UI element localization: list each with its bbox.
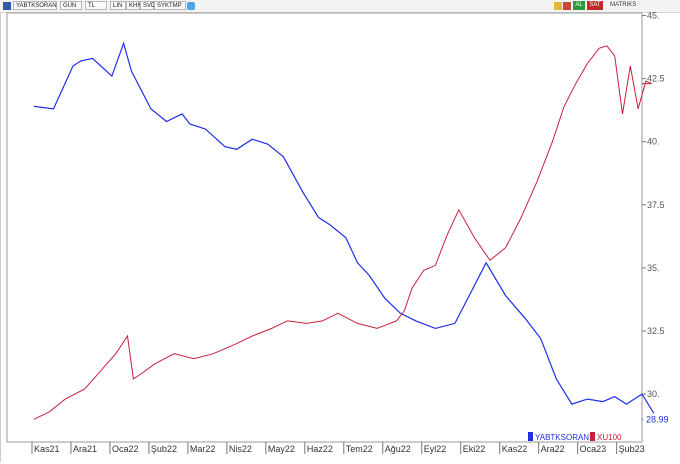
- lines-icon[interactable]: [563, 2, 571, 10]
- x-tick-label: Şub23: [619, 444, 645, 454]
- y-tick-label: 32.5: [647, 326, 665, 336]
- x-tick-label: Tem22: [346, 444, 373, 454]
- x-tick-label: Oca23: [580, 444, 607, 454]
- x-tick-label: Kas21: [34, 444, 60, 454]
- folder-icon[interactable]: [554, 2, 562, 10]
- y-tick-label: 30.: [647, 389, 660, 399]
- option-syktmp-button[interactable]: SYKTMP: [154, 1, 186, 10]
- symbol-selector[interactable]: YABTKSORAN: [13, 1, 57, 10]
- legend-swatch: [528, 432, 533, 441]
- x-tick-label: Mar22: [190, 444, 216, 454]
- y-tick-label: 45.: [647, 11, 660, 21]
- currency-selector[interactable]: TL: [85, 1, 107, 10]
- option-svd-button[interactable]: SVD: [140, 1, 155, 10]
- x-tick-label: Ara21: [73, 444, 97, 454]
- y-tick-label: 40.: [647, 137, 660, 147]
- buy-button[interactable]: AL: [573, 1, 585, 10]
- twitter-icon[interactable]: [187, 2, 195, 10]
- y-tick-label: 37.5: [647, 200, 665, 210]
- x-tick-label: Ağu22: [385, 444, 411, 454]
- option-khn-button[interactable]: KHN: [126, 1, 142, 10]
- x-tick-label: Nis22: [229, 444, 252, 454]
- legend-entry: XU100: [597, 433, 622, 442]
- x-tick-label: Şub22: [151, 444, 177, 454]
- matriks-label: MATRIKS: [610, 2, 637, 8]
- x-tick-label: Kas22: [502, 444, 528, 454]
- plot-area: [6, 12, 643, 443]
- series-line-xu100: [33, 45, 652, 420]
- y-tick-label: 35.: [647, 263, 660, 273]
- last-value-label: 28.99: [646, 414, 669, 424]
- legend-swatch: [590, 432, 595, 441]
- period-selector[interactable]: GUN: [60, 1, 82, 10]
- chart-toolbar: YABTKSORAN GUN TL LIN KHN SVD SYKTMP AL …: [0, 0, 680, 13]
- x-tick-label: Ara22: [541, 444, 565, 454]
- x-tick-label: Haz22: [307, 444, 333, 454]
- y-tick-label: 42.5: [647, 74, 665, 84]
- matriks-logo-icon[interactable]: [3, 2, 11, 10]
- x-tick-label: Oca22: [112, 444, 139, 454]
- series-line-yabtksoran: [33, 41, 659, 420]
- last-value-box: [643, 413, 679, 425]
- scale-selector[interactable]: LIN: [110, 1, 126, 10]
- x-tick-label: Eki22: [463, 444, 486, 454]
- sell-button[interactable]: SAT: [587, 1, 603, 10]
- x-tick-label: May22: [268, 444, 295, 454]
- legend-entry: YABTKSORAN: [535, 433, 589, 442]
- x-tick-label: Eyl22: [424, 444, 447, 454]
